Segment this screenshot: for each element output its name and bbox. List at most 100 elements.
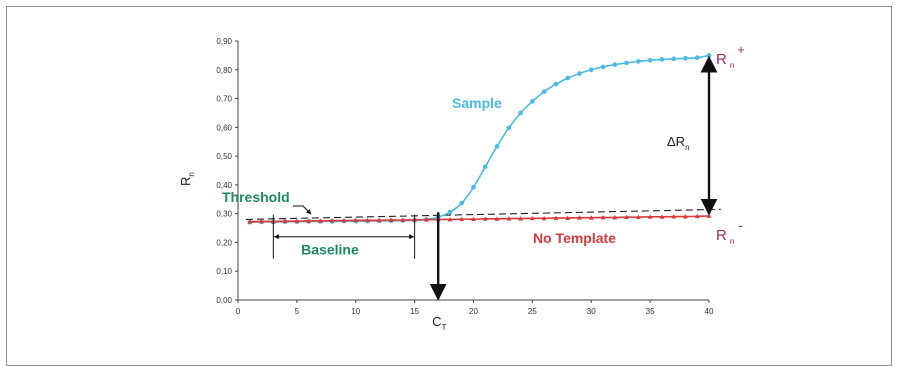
sample-point — [588, 67, 594, 73]
sample-point — [494, 144, 500, 149]
sample-label: Sample — [452, 95, 502, 111]
no-template-point — [694, 213, 700, 219]
delta-rn-label-sub: n — [685, 143, 689, 152]
no-template-point — [541, 215, 547, 221]
y-tick-label: 0,40 — [216, 181, 232, 190]
y-tick-label: 0,00 — [216, 296, 232, 305]
no-template-point — [259, 219, 264, 224]
no-template-point — [671, 214, 677, 219]
threshold-dashed-line — [245, 208, 721, 220]
no-template-point — [388, 217, 394, 222]
y-axis-label-sub: n — [187, 172, 196, 176]
no-template-point — [706, 213, 712, 218]
delta-rn-label-main: ΔR — [667, 134, 685, 149]
no-template-point — [482, 216, 488, 221]
sample-series-line — [249, 54, 710, 224]
no-template-point — [459, 216, 465, 222]
ct-label-main: C — [432, 314, 441, 329]
y-axis-label: Rn — [178, 172, 196, 186]
no-template-point — [494, 216, 500, 221]
no-template-point — [624, 214, 629, 220]
x-tick-label: 40 — [705, 307, 714, 316]
sample-point — [471, 184, 476, 190]
x-tick-label: 0 — [236, 307, 241, 316]
no-template-point — [306, 218, 312, 223]
threshold-line — [245, 208, 721, 220]
rn-plus-sup: + — [737, 42, 745, 57]
no-template-point — [588, 215, 594, 220]
no-template-point — [247, 219, 253, 224]
rn-plus-sub: n — [730, 61, 734, 70]
threshold-label: Threshold — [222, 189, 290, 205]
no-template-point — [376, 217, 382, 223]
sample-point — [612, 62, 618, 67]
no-template-point — [577, 215, 582, 220]
ct-label-sub: T — [442, 323, 447, 332]
no-template-point — [341, 218, 347, 223]
x-tick-label: 30 — [587, 307, 596, 316]
y-tick-label: 0,70 — [216, 95, 232, 104]
sample-point — [647, 57, 653, 63]
y-tick-label: 0,10 — [216, 267, 232, 276]
rn-minus-main: R — [716, 227, 727, 244]
no-template-point — [294, 218, 300, 224]
no-template-point — [353, 217, 359, 223]
x-tick-label: 10 — [351, 307, 360, 316]
y-tick-label: 0,80 — [216, 66, 232, 75]
rn-amplification-chart: Rn 0,000,100,200,300,400,500,600,700,800… — [178, 37, 745, 332]
no-template-point — [565, 215, 571, 220]
sample-point — [694, 55, 700, 60]
no-template-point — [365, 217, 370, 223]
y-tick-label: 0,50 — [216, 152, 232, 161]
no-template-point — [683, 214, 688, 219]
no-template-point — [318, 218, 323, 223]
sample-point — [565, 75, 570, 81]
sample-point — [683, 55, 688, 61]
sample-point — [600, 64, 606, 70]
sample-point — [624, 60, 629, 66]
sample-point — [482, 164, 488, 170]
no-template-point — [635, 214, 641, 220]
sample-point — [553, 81, 559, 87]
no-template-point — [329, 218, 335, 223]
sample-point — [671, 56, 676, 62]
baseline-label: Baseline — [301, 242, 359, 258]
x-tick-label: 25 — [528, 307, 537, 316]
no-template-series-line — [249, 215, 710, 223]
rn-minus-sub: n — [730, 237, 734, 246]
no-template-point — [529, 215, 535, 221]
sample-point — [636, 59, 641, 64]
sample-point — [459, 200, 465, 206]
rn-plus-main: R — [716, 51, 727, 68]
x-tick-label: 20 — [469, 307, 478, 316]
no-template-point — [647, 214, 653, 219]
no-template-point — [600, 215, 606, 220]
sample-point — [706, 53, 712, 58]
x-tick-label: 5 — [295, 307, 300, 316]
ct-label: CT — [432, 314, 446, 332]
no-template-label: No Template — [533, 230, 616, 246]
no-template-point — [447, 217, 453, 222]
no-template-point — [424, 217, 429, 222]
sample-point — [530, 99, 535, 104]
sample-point — [447, 209, 453, 215]
no-template-point — [282, 218, 288, 224]
no-template-point — [518, 216, 523, 221]
x-tick-label: 35 — [646, 307, 655, 316]
no-template-point — [659, 214, 665, 219]
x-tick-labels: 0 5 10 15 20 25 30 35 40 — [236, 300, 714, 316]
no-template-point — [400, 217, 406, 222]
x-tick-label: 15 — [410, 307, 419, 316]
sample-point — [518, 110, 523, 116]
y-tick-labels: 0,00 0,10 0,20 0,30 0,40 0,50 0,60 0,70 0,80 0,90 — [216, 37, 238, 305]
sample-point — [659, 57, 665, 62]
y-axis-label-main: R — [178, 177, 193, 186]
no-template-point — [506, 216, 512, 221]
y-tick-label: 0,60 — [216, 123, 232, 132]
y-tick-label: 0,20 — [216, 238, 232, 247]
sample-point — [506, 125, 512, 131]
no-template-point — [612, 215, 618, 220]
